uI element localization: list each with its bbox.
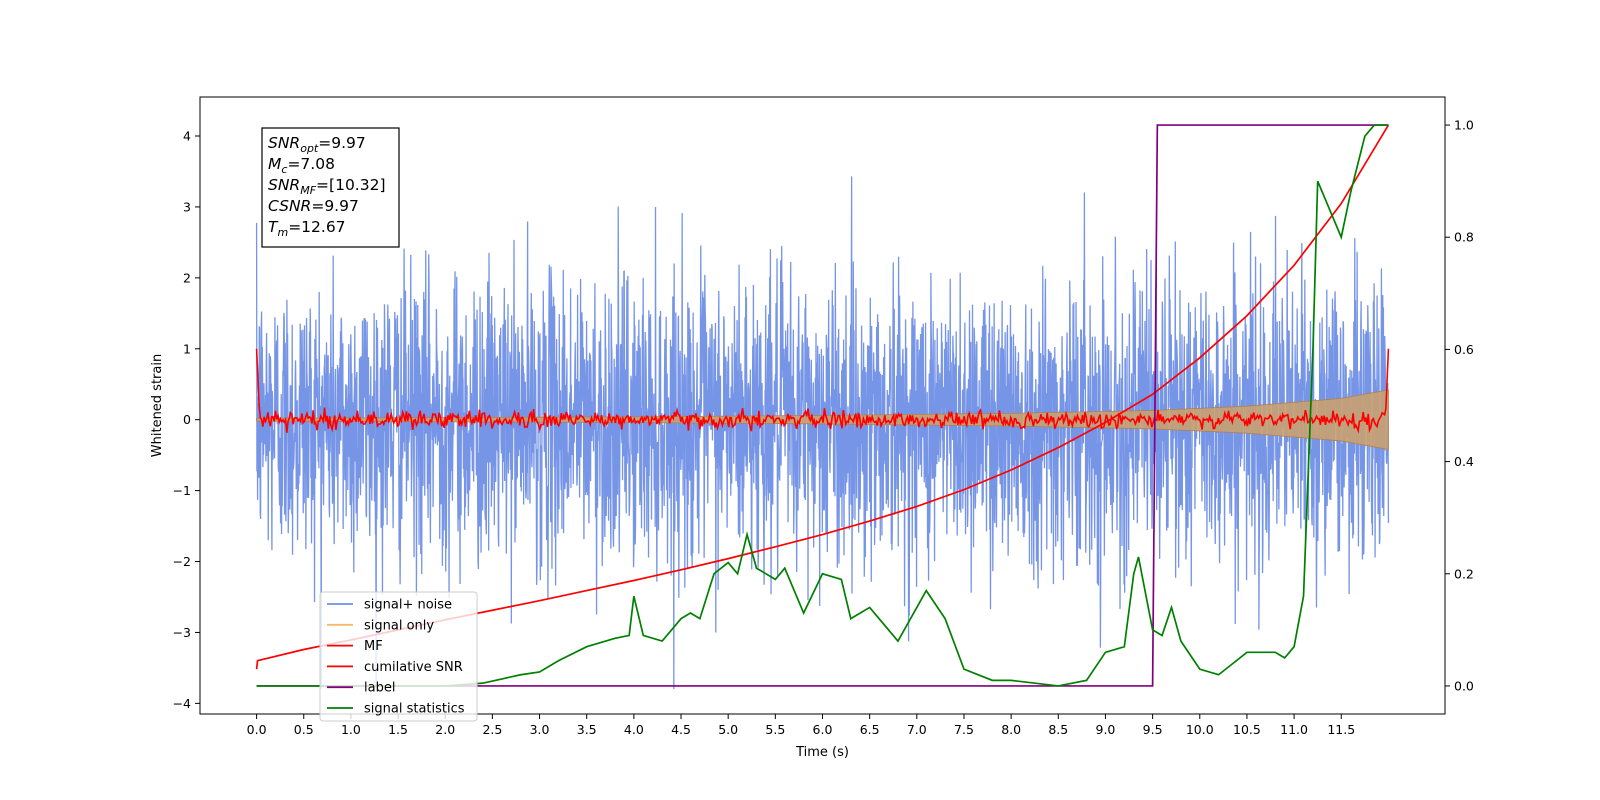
legend-signal-noise-label: signal+ noise: [364, 598, 452, 613]
x-tick-label: 0.0: [247, 722, 267, 737]
x-axis-label: Time (s): [795, 745, 849, 760]
x-tick-label: 9.5: [1143, 722, 1163, 737]
legend: signal+ noise signal only MF cumilative SNR…: [319, 591, 478, 722]
legend-signal-only-label: signal only: [364, 618, 434, 633]
legend-frame: [319, 591, 478, 722]
y2-tick-label: 1.0: [1454, 118, 1474, 133]
legend-mf-label: MF: [364, 639, 383, 654]
x-tick-label: 6.5: [860, 722, 880, 737]
annotation-line: SNRopt=9.97: [268, 134, 366, 155]
annotation-line: Mc=7.08: [268, 155, 335, 176]
x-tick-label: 8.5: [1048, 722, 1068, 737]
annotation-value: =[10.32]: [316, 176, 385, 194]
x-tick-label: 2.0: [435, 722, 455, 737]
annotation-symbol: T: [268, 218, 279, 236]
x-tick-label: 4.0: [624, 722, 644, 737]
x-tick-label: 5.0: [718, 722, 738, 737]
x-tick-label: 6.0: [813, 722, 833, 737]
annotation-symbol: M: [268, 155, 281, 173]
annotation-line: CSNR=9.97: [268, 197, 359, 215]
x-tick-label: 8.0: [1001, 722, 1021, 737]
legend-label-label: label: [364, 681, 395, 696]
x-tick-label: 3.0: [530, 722, 550, 737]
y-tick-label: −3: [173, 625, 191, 640]
annotation-line: SNRMF=[10.32]: [268, 176, 386, 197]
series-label-line: [256, 124, 1389, 687]
x-tick-label: 11.0: [1280, 722, 1308, 737]
x-tick-label: 3.5: [577, 722, 597, 737]
y2-tick-label: 0.4: [1454, 454, 1474, 469]
x-tick-label: 7.5: [954, 722, 974, 737]
annotation-line: Tm=12.67: [268, 218, 346, 239]
y-tick-label: −2: [173, 554, 191, 569]
annotation-value: =9.97: [311, 197, 359, 215]
y-tick-label: 4: [183, 129, 191, 144]
x-tick-label: 7.0: [907, 722, 927, 737]
series-mf-line: [255, 348, 1390, 434]
annotation-subscript: MF: [300, 184, 316, 197]
annotation-frame: [261, 127, 400, 248]
x-tick-label: 0.5: [294, 722, 314, 737]
annotation-symbol: SNR: [268, 176, 300, 194]
x-tick-label: 1.0: [341, 722, 361, 737]
y2-tick-label: 0.2: [1454, 566, 1474, 581]
y-axis-label: Whitened strain: [150, 354, 165, 457]
annotation-symbol: CSNR: [268, 197, 311, 215]
y2-tick-label: 0.6: [1454, 342, 1474, 357]
annotation-box: SNRopt=9.97Mc=7.08SNRMF=[10.32]CSNR=9.97…: [261, 127, 400, 248]
annotation-value: =12.67: [288, 218, 345, 236]
annotation-subscript: m: [277, 226, 288, 239]
x-tick-label: 10.5: [1233, 722, 1261, 737]
annotation-value: =9.97: [318, 134, 366, 152]
y-tick-label: −1: [173, 483, 191, 498]
axes: 0.0 0.5 1.0 1.5 2.0 2.5 3.0 3.5 4.0 4.5 5.0 5.5 6.0 6…: [150, 118, 1474, 760]
annotation-subscript: opt: [300, 142, 319, 155]
y-tick-label: 1: [183, 341, 191, 356]
legend-cumilative-snr-label: cumilative SNR: [364, 660, 463, 675]
x-tick-label: 1.5: [388, 722, 408, 737]
y2-tick-label: 0.0: [1454, 678, 1474, 693]
series-signal-statistics-line: [256, 124, 1389, 687]
y-tick-label: 0: [183, 412, 191, 427]
x-tick-label: 5.5: [765, 722, 785, 737]
annotation-symbol: SNR: [268, 134, 300, 152]
y-tick-label: −4: [173, 696, 191, 711]
y2-tick-label: 0.8: [1454, 230, 1474, 245]
annotation-subscript: c: [281, 163, 287, 176]
x-tick-label: 11.5: [1327, 722, 1355, 737]
x-tick-label: 4.5: [671, 722, 691, 737]
legend-signal-statistics-label: signal statistics: [364, 702, 465, 717]
x-tick-label: 2.5: [482, 722, 502, 737]
y-tick-label: 3: [183, 199, 191, 214]
annotation-value: =7.08: [287, 155, 335, 173]
y-tick-label: 2: [183, 270, 191, 285]
x-tick-label: 9.0: [1096, 722, 1116, 737]
x-tick-label: 10.0: [1186, 722, 1214, 737]
